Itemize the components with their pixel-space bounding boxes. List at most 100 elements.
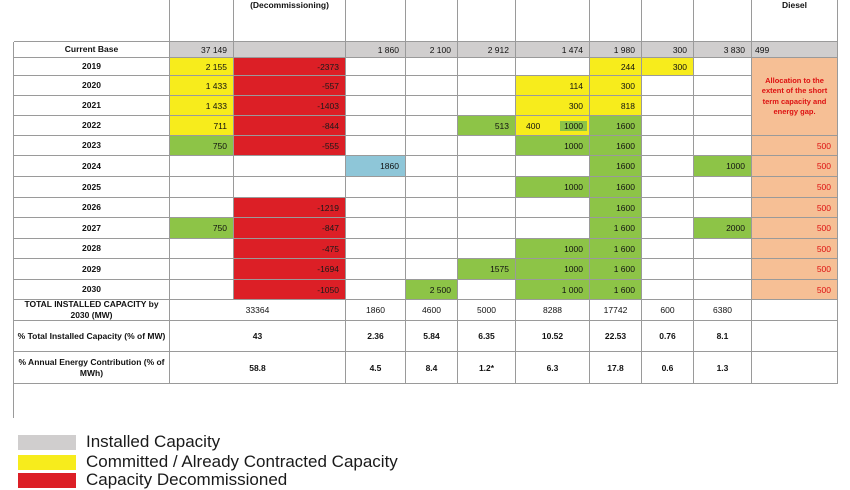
table-cell: [346, 218, 406, 239]
totals-value: [752, 352, 838, 384]
table-cell: 1 600: [590, 259, 642, 280]
table-cell: -847: [234, 218, 346, 239]
totals-value: 33364: [170, 300, 346, 321]
table-cell: [694, 259, 752, 280]
legend-item: Installed Capacity: [18, 432, 220, 452]
table-cell: [694, 198, 752, 218]
table-cell: 1000: [516, 177, 590, 198]
column-header: [694, 0, 752, 42]
table-cell: [458, 218, 516, 239]
table-cell: 499: [752, 42, 838, 58]
table-cell: [694, 280, 752, 300]
table-cell: 711: [170, 116, 234, 136]
table-cell: [694, 136, 752, 156]
capacity-table: (Decommissioning) Diesel Current Base 37 14…: [13, 0, 838, 418]
totals-value: 10.52: [516, 321, 590, 352]
totals-value: 17742: [590, 300, 642, 321]
row-label: 2019: [14, 58, 170, 76]
table-cell: 1600: [590, 177, 642, 198]
column-header: [346, 0, 406, 42]
table-cell: 1000: [694, 156, 752, 177]
column-header: Diesel: [752, 0, 838, 42]
table-cell: [642, 156, 694, 177]
legend-item: Committed / Already Contracted Capacity: [18, 452, 398, 472]
table-cell: 300: [642, 58, 694, 76]
table-cell: [346, 76, 406, 96]
totals-value: 0.76: [642, 321, 694, 352]
table-cell: 300: [516, 96, 590, 116]
table-cell: [694, 239, 752, 259]
totals-value: [752, 321, 838, 352]
table-cell: [170, 198, 234, 218]
table-cell: -844: [234, 116, 346, 136]
table-cell: 513: [458, 116, 516, 136]
table-cell: 1000: [516, 136, 590, 156]
row-label: 2022: [14, 116, 170, 136]
table-cell: 500: [752, 218, 838, 239]
table-cell: [170, 177, 234, 198]
table-cell: [234, 156, 346, 177]
table-cell: 1 474: [516, 42, 590, 58]
table-cell: 1600: [590, 198, 642, 218]
totals-value: 2.36: [346, 321, 406, 352]
table-cell: 1 600: [590, 239, 642, 259]
table-cell: 500: [752, 259, 838, 280]
table-cell: 1 433: [170, 96, 234, 116]
table-cell: 3 830: [694, 42, 752, 58]
table-cell: [458, 198, 516, 218]
totals-value: 58.8: [170, 352, 346, 384]
column-header: [516, 0, 590, 42]
table-cell: [516, 218, 590, 239]
totals-value: [752, 300, 838, 321]
row-label: 2027: [14, 218, 170, 239]
split-value-left: 400: [526, 120, 541, 131]
table-cell: 500: [752, 136, 838, 156]
table-cell: [346, 58, 406, 76]
table-cell: 1600: [590, 156, 642, 177]
table-border: [13, 42, 14, 418]
table-cell: 500: [752, 198, 838, 218]
table-cell: [346, 198, 406, 218]
totals-value: 43: [170, 321, 346, 352]
table-cell: 300: [642, 42, 694, 58]
row-label: 2026: [14, 198, 170, 218]
legend-label: Installed Capacity: [86, 432, 221, 451]
table-cell: -2373: [234, 58, 346, 76]
totals-value: 8288: [516, 300, 590, 321]
table-cell: 2 100: [406, 42, 458, 58]
table-cell: 1 600: [590, 280, 642, 300]
table-cell: [458, 280, 516, 300]
table-cell: [406, 198, 458, 218]
column-header: (Decommissioning): [234, 0, 346, 42]
table-cell: [642, 280, 694, 300]
totals-label: TOTAL INSTALLED CAPACITY by 2030 (MW): [14, 300, 170, 321]
table-cell: [406, 76, 458, 96]
table-cell: 37 149: [170, 42, 234, 58]
table-cell: [406, 239, 458, 259]
table-cell: 750: [170, 136, 234, 156]
legend-swatch: [18, 434, 76, 450]
totals-value: 1.3: [694, 352, 752, 384]
table-cell: [694, 116, 752, 136]
column-header: [642, 0, 694, 42]
table-cell: -1050: [234, 280, 346, 300]
table-cell: 500: [752, 156, 838, 177]
table-cell: [346, 280, 406, 300]
table-cell: [694, 177, 752, 198]
table-cell: [170, 156, 234, 177]
totals-value: 4.5: [346, 352, 406, 384]
table-cell: [406, 156, 458, 177]
row-label: 2030: [14, 280, 170, 300]
totals-value: 6380: [694, 300, 752, 321]
totals-label: % Total Installed Capacity (% of MW): [14, 321, 170, 352]
table-cell: [642, 136, 694, 156]
column-header: [458, 0, 516, 42]
totals-value: 22.53: [590, 321, 642, 352]
table-cell: [346, 177, 406, 198]
table-cell: 818: [590, 96, 642, 116]
table-cell: [170, 280, 234, 300]
table-cell: [406, 259, 458, 280]
row-label: 2024: [14, 156, 170, 177]
table-cell: 1 000: [516, 280, 590, 300]
table-cell: [170, 239, 234, 259]
